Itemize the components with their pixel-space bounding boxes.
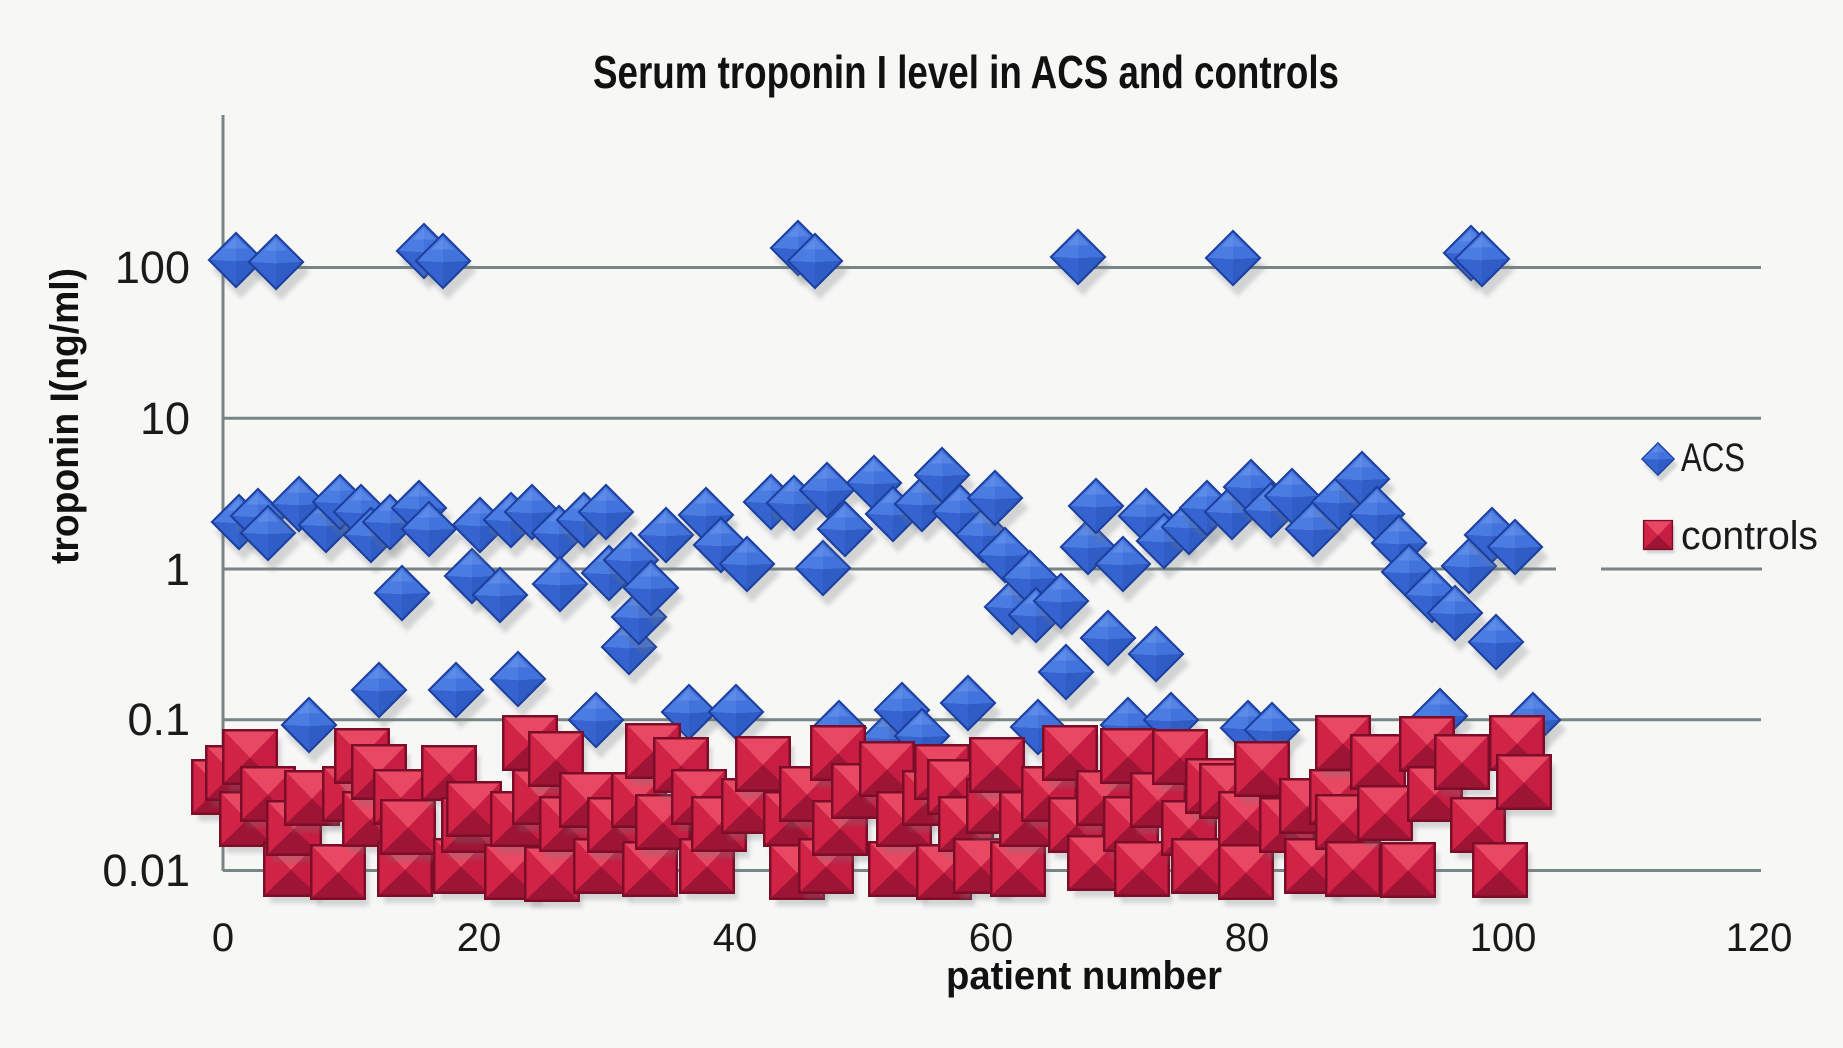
svg-text:120: 120	[1726, 916, 1793, 960]
svg-text:0: 0	[212, 916, 234, 960]
svg-text:0.1: 0.1	[127, 694, 190, 745]
svg-text:0.01: 0.01	[102, 845, 190, 896]
svg-text:100: 100	[115, 242, 190, 293]
svg-text:controls: controls	[1681, 514, 1818, 558]
svg-text:20: 20	[457, 916, 502, 960]
svg-text:Serum troponin I level in ACS: Serum troponin I level in ACS and contro…	[593, 46, 1339, 98]
svg-text:40: 40	[713, 916, 758, 960]
svg-text:1: 1	[165, 544, 190, 595]
svg-text:patient number: patient number	[946, 954, 1222, 998]
svg-text:100: 100	[1470, 916, 1537, 960]
svg-text:60: 60	[969, 916, 1014, 960]
svg-text:10: 10	[140, 393, 190, 444]
svg-text:troponin I(ng/ml): troponin I(ng/ml)	[43, 268, 87, 564]
svg-text:80: 80	[1225, 916, 1270, 960]
svg-text:ACS: ACS	[1681, 436, 1745, 480]
